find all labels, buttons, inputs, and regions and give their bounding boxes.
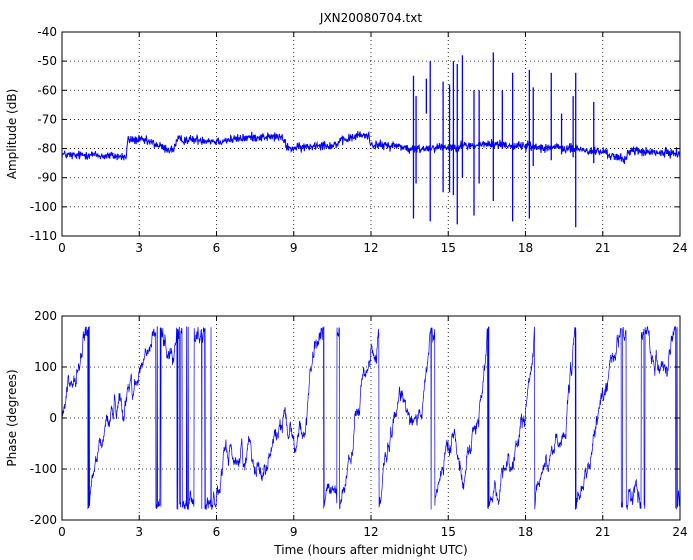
amplitude-y-tick-label: -50 xyxy=(37,54,57,68)
amplitude-x-tick-label: 6 xyxy=(213,241,221,255)
phase-y-tick-label: 0 xyxy=(49,411,57,425)
amplitude-x-tick-label: 0 xyxy=(58,241,66,255)
phase-x-tick-label: 18 xyxy=(518,525,533,539)
phase-x-tick-label: 12 xyxy=(363,525,378,539)
phase-y-tick-label: -200 xyxy=(30,513,57,527)
phase-ticks: 0 3 6 9 12 15 18 21 24 -200 -100 0 100 200 xyxy=(30,309,688,539)
amplitude-y-tick-label: -70 xyxy=(37,112,57,126)
amplitude-y-tick-label: -110 xyxy=(30,229,57,243)
phase-y-tick-label: 200 xyxy=(34,309,57,323)
amplitude-y-tick-label: -40 xyxy=(37,25,57,39)
phase-chart: 0 3 6 9 12 15 18 21 24 -200 -100 0 100 200 Phase (deg… xyxy=(5,309,688,557)
amplitude-grid xyxy=(62,32,680,236)
amplitude-y-tick-label: -60 xyxy=(37,83,57,97)
amplitude-plot-area xyxy=(61,52,681,228)
phase-x-tick-label: 9 xyxy=(290,525,298,539)
phase-x-tick-label: 3 xyxy=(135,525,143,539)
amplitude-x-tick-label: 3 xyxy=(135,241,143,255)
phase-y-axis-label: Phase (degrees) xyxy=(5,369,19,466)
amplitude-x-tick-label: 15 xyxy=(441,241,456,255)
amplitude-x-tick-label: 12 xyxy=(363,241,378,255)
amplitude-series-line xyxy=(61,130,681,165)
amplitude-y-tick-label: -100 xyxy=(30,200,57,214)
amplitude-y-axis-label: Amplitude (dB) xyxy=(5,89,19,180)
amplitude-y-tick-label: -90 xyxy=(37,171,57,185)
chart-title: JXN20080704.txt xyxy=(319,11,422,25)
phase-x-tick-label: 6 xyxy=(213,525,221,539)
phase-y-tick-label: 100 xyxy=(34,360,57,374)
amplitude-x-tick-label: 24 xyxy=(672,241,687,255)
phase-x-tick-label: 0 xyxy=(58,525,66,539)
amplitude-y-tick-label: -80 xyxy=(37,142,57,156)
phase-x-tick-label: 15 xyxy=(441,525,456,539)
phase-x-axis-label: Time (hours after midnight UTC) xyxy=(273,543,467,557)
phase-plot-area xyxy=(61,325,681,510)
phase-y-tick-label: -100 xyxy=(30,462,57,476)
amplitude-x-tick-label: 21 xyxy=(595,241,610,255)
phase-x-tick-label: 21 xyxy=(595,525,610,539)
phase-grid xyxy=(62,316,680,520)
amplitude-x-tick-label: 18 xyxy=(518,241,533,255)
amplitude-ticks: 0 3 6 9 12 15 18 21 24 -110 -100 -90 -80 -70 -60 -50 -40 xyxy=(30,25,688,255)
phase-x-tick-label: 24 xyxy=(672,525,687,539)
phase-series-line xyxy=(61,325,681,510)
amplitude-x-tick-label: 9 xyxy=(290,241,298,255)
amplitude-chart: JXN20080704.txt 0 3 6 9 12 15 18 21 24 -110 -100 -9… xyxy=(5,11,688,255)
